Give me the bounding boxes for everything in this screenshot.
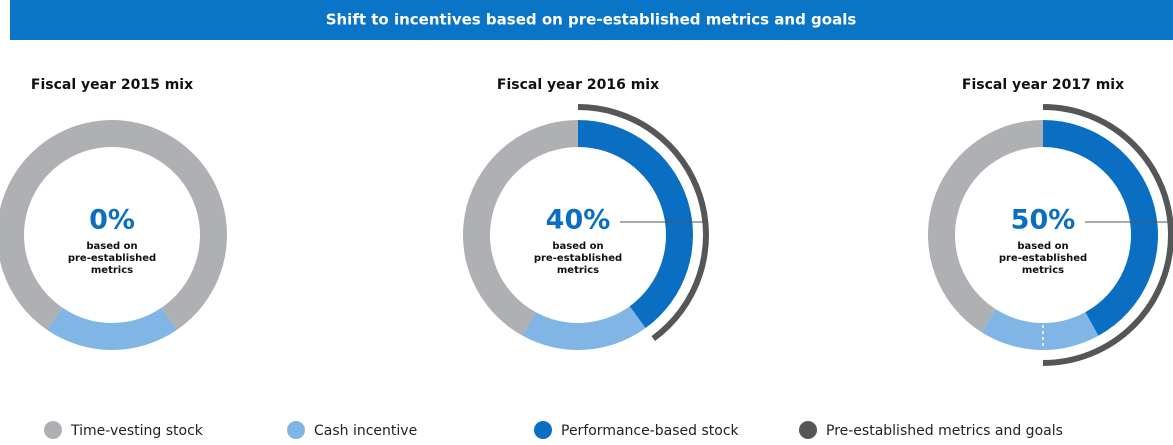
center-note: pre-established bbox=[68, 253, 156, 264]
time-vesting-segment bbox=[463, 120, 578, 336]
cash-segment bbox=[47, 307, 177, 350]
donut-title: Fiscal year 2017 mix bbox=[962, 77, 1124, 93]
center-percent: 50% bbox=[1011, 205, 1076, 236]
legend-label: Time-vesting stock bbox=[70, 423, 204, 439]
legend-swatch bbox=[44, 421, 62, 439]
center-note: based on bbox=[552, 241, 603, 252]
center-note: metrics bbox=[557, 265, 599, 276]
pre-established-arc bbox=[1042, 104, 1173, 366]
legend-swatch bbox=[799, 421, 817, 439]
center-percent: 40% bbox=[546, 205, 611, 236]
center-percent: 0% bbox=[89, 205, 135, 236]
center-note: based on bbox=[86, 241, 137, 252]
legend-swatch bbox=[287, 421, 305, 439]
performance-segment bbox=[578, 120, 693, 329]
cash-segment bbox=[522, 306, 646, 350]
header-bar bbox=[10, 0, 1173, 40]
center-note: pre-established bbox=[534, 253, 622, 264]
center-note: metrics bbox=[1022, 265, 1064, 276]
center-note: pre-established bbox=[999, 253, 1087, 264]
legend-label: Pre-established metrics and goals bbox=[826, 423, 1063, 439]
legend-label: Cash incentive bbox=[314, 423, 417, 439]
performance-segment bbox=[1043, 120, 1158, 336]
donut-title: Fiscal year 2015 mix bbox=[31, 77, 193, 93]
pre-established-arc bbox=[577, 104, 709, 341]
donut-title: Fiscal year 2016 mix bbox=[497, 77, 659, 93]
legend-swatch bbox=[534, 421, 552, 439]
time-vesting-segment bbox=[927, 120, 1043, 333]
center-note: based on bbox=[1017, 241, 1068, 252]
cash-segment bbox=[981, 309, 1099, 351]
legend-label: Performance-based stock bbox=[561, 423, 740, 439]
center-note: metrics bbox=[91, 265, 133, 276]
header-title: Shift to incentives based on pre-establi… bbox=[326, 11, 857, 29]
